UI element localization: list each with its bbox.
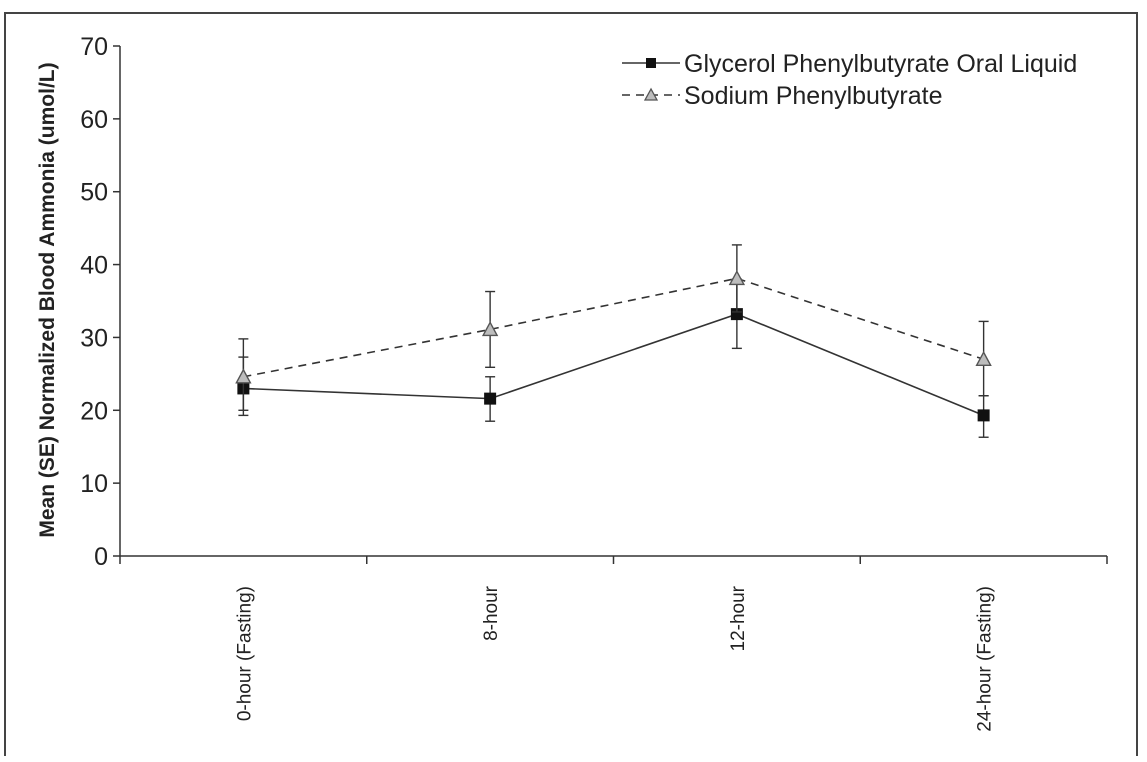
- series-line: [243, 277, 984, 378]
- y-tick-label: 40: [80, 252, 108, 280]
- y-tick-label: 50: [80, 179, 108, 207]
- data-point: [730, 308, 743, 321]
- chart-frame: [4, 12, 1138, 756]
- y-tick-label: 10: [80, 470, 108, 498]
- x-tick-label: 0-hour (Fasting): [234, 586, 255, 721]
- y-tick-label: 0: [94, 543, 108, 571]
- data-point: [481, 320, 499, 337]
- series-layer: [235, 244, 992, 438]
- legend-label: Glycerol Phenylbutyrate Oral Liquid: [684, 50, 1077, 78]
- axes: 0 10 20 30 40 50 60 70 0-hour (Fasting) 8-hour 12-…: [80, 33, 1108, 732]
- y-tick-label: 30: [80, 324, 108, 352]
- legend-item-1: Glycerol Phenylbutyrate Oral Liquid: [622, 50, 1077, 78]
- data-point: [975, 350, 992, 366]
- series-line: [243, 313, 984, 417]
- y-tick-label: 60: [80, 106, 108, 134]
- series-1: [237, 278, 990, 438]
- legend-item-2: Sodium Phenylbutyrate: [622, 82, 942, 110]
- legend-marker: [643, 87, 659, 101]
- x-tick-label: 12-hour: [728, 585, 749, 651]
- y-axis-title: Mean (SE) Normalized Blood Ammonia (umol…: [36, 62, 59, 537]
- legend-marker: [646, 58, 656, 68]
- y-tick-label: 20: [80, 397, 108, 425]
- x-tick-label: 8-hour: [481, 585, 502, 641]
- legend-label: Sodium Phenylbutyrate: [684, 82, 942, 110]
- x-tick-label: 24-hour (Fasting): [975, 586, 996, 732]
- data-point: [235, 368, 252, 384]
- data-point: [484, 392, 497, 405]
- y-tick-label: 70: [80, 33, 108, 61]
- legend: Glycerol Phenylbutyrate Oral Liquid Sodiu…: [622, 50, 1077, 110]
- series-2: [235, 244, 992, 411]
- data-point: [728, 269, 746, 286]
- data-point: [977, 409, 990, 422]
